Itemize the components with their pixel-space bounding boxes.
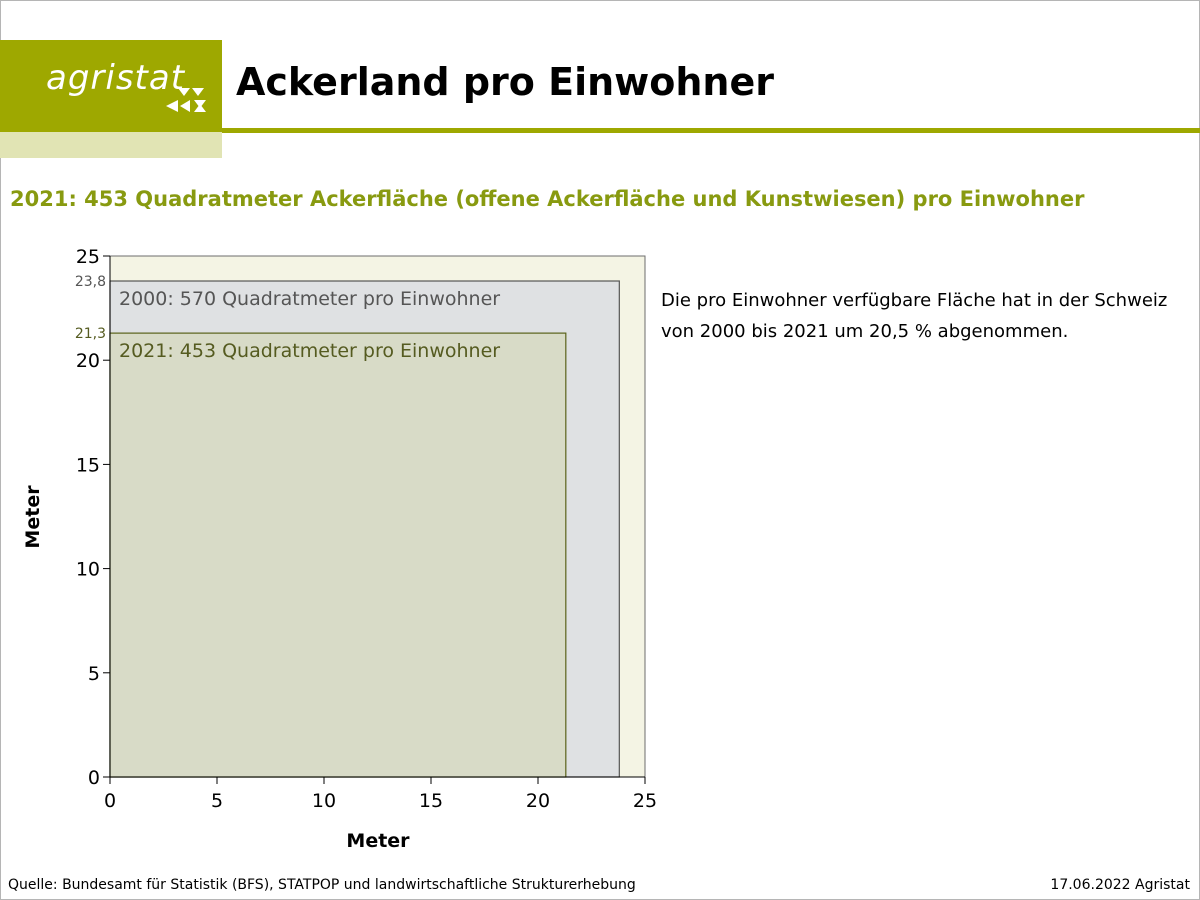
y-tick-label: 0 <box>88 767 100 789</box>
x-tick-label: 5 <box>211 790 223 812</box>
y-tick-label: 5 <box>88 663 100 685</box>
x-tick-label: 10 <box>312 790 336 812</box>
square-2021 <box>109 332 567 778</box>
x-tick-label: 20 <box>526 790 550 812</box>
logo <box>0 40 222 132</box>
footer-source: Quelle: Bundesamt für Statistik (BFS), S… <box>8 877 636 893</box>
square-2021-side-label: 21,3 <box>75 326 106 342</box>
x-axis-title: Meter <box>346 830 410 852</box>
y-tick-label: 10 <box>76 559 100 581</box>
footer-date: 17.06.2022 Agristat <box>1050 877 1190 893</box>
title-divider <box>222 128 1200 133</box>
square-2000-label: 2000: 570 Quadratmeter pro Einwohner <box>119 288 500 310</box>
x-tick-label: 25 <box>633 790 657 812</box>
y-ticks: 0 5 10 15 20 25 <box>76 246 110 789</box>
logo-text: agristat <box>46 58 186 98</box>
logo-accent-bar <box>0 132 222 158</box>
y-axis-title: Meter <box>22 485 44 549</box>
x-tick-label: 15 <box>419 790 443 812</box>
logo-mark-icon <box>166 88 206 112</box>
y-tick-label: 20 <box>76 350 100 372</box>
summary-note: Die pro Einwohner verfügbare Fläche hat … <box>661 290 1168 342</box>
chart-subtitle: 2021: 453 Quadratmeter Ackerfläche (offe… <box>10 187 1085 211</box>
y-tick-label: 15 <box>76 454 100 476</box>
x-tick-label: 0 <box>104 790 116 812</box>
square-2000-side-label: 23,8 <box>75 274 106 290</box>
x-ticks: 0 5 10 15 20 25 <box>104 777 657 812</box>
y-tick-label: 25 <box>76 246 100 268</box>
page-title: Ackerland pro Einwohner <box>236 60 774 104</box>
chart: 0 5 10 15 20 25 0 5 10 15 20 25 23,8 21,3 2000: 57… <box>22 246 657 852</box>
square-2021-label: 2021: 453 Quadratmeter pro Einwohner <box>119 340 500 362</box>
